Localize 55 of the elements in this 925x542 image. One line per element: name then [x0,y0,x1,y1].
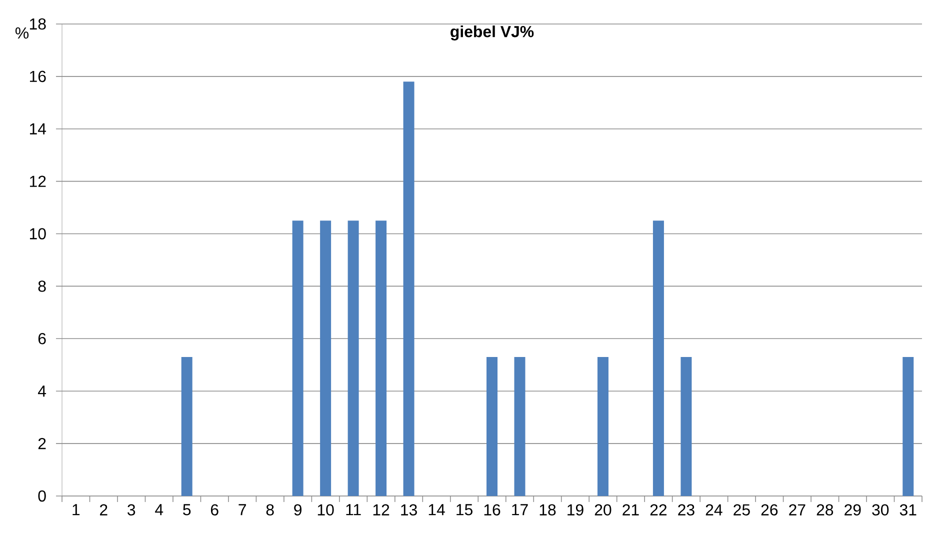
y-tick-label: 12 [30,176,46,187]
x-tick-label: 30 [872,504,889,516]
y-tick-label: 4 [38,386,46,397]
x-tick-label: 31 [900,504,916,516]
bar [486,357,498,496]
y-tick-label: 2 [38,438,46,450]
x-tick-label: 11 [346,504,361,516]
bar [292,220,304,496]
x-tick-label: 24 [706,504,722,516]
x-tick-label: 9 [294,504,302,516]
chart-title: giebel VJ% [450,26,534,40]
x-tick-label: 7 [238,504,246,516]
x-tick-label: 16 [484,504,500,516]
x-tick-label: 2 [100,504,108,516]
bar [181,357,192,496]
x-tick-label: 15 [456,504,472,516]
bar [652,220,664,496]
x-tick-label: 10 [318,504,334,516]
bar [902,357,914,496]
x-tick-label: 19 [568,504,584,516]
y-tick-label: 18 [30,18,46,30]
x-tick-label: 26 [761,504,778,516]
x-tick-label: 14 [428,504,445,516]
bar [376,220,387,496]
x-tick-label: 5 [183,504,191,516]
y-tick-label: 16 [30,70,46,82]
y-axis-title: % [15,27,29,39]
y-tick-label: 0 [38,490,46,502]
x-tick-label: 20 [594,504,612,516]
x-tick-label: 8 [266,504,274,516]
x-tick-label: 12 [373,504,390,516]
x-tick-label: 21 [622,504,639,516]
x-tick-label: 25 [734,504,750,516]
y-tick-label: 14 [30,123,46,134]
bar [320,220,332,496]
x-tick-label: 3 [128,504,136,516]
x-tick-label: 1 [72,504,80,516]
x-tick-label: 6 [210,504,218,516]
bar [514,357,526,496]
bar [348,220,359,496]
x-tick-label: 13 [401,504,417,516]
y-tick-label: 8 [38,280,46,292]
x-tick-label: 28 [816,504,834,516]
bar [597,357,608,496]
y-tick-label: 6 [38,333,46,344]
bar [403,82,414,496]
bar [680,357,692,496]
y-tick-label: 10 [30,228,46,240]
x-tick-label: 17 [512,504,528,516]
x-tick-label: 23 [678,504,694,516]
x-tick-label: 18 [540,504,556,516]
x-tick-label: 4 [155,504,164,516]
x-tick-label: 22 [650,504,667,516]
x-tick-label: 29 [844,504,861,516]
x-tick-label: 27 [789,504,806,516]
